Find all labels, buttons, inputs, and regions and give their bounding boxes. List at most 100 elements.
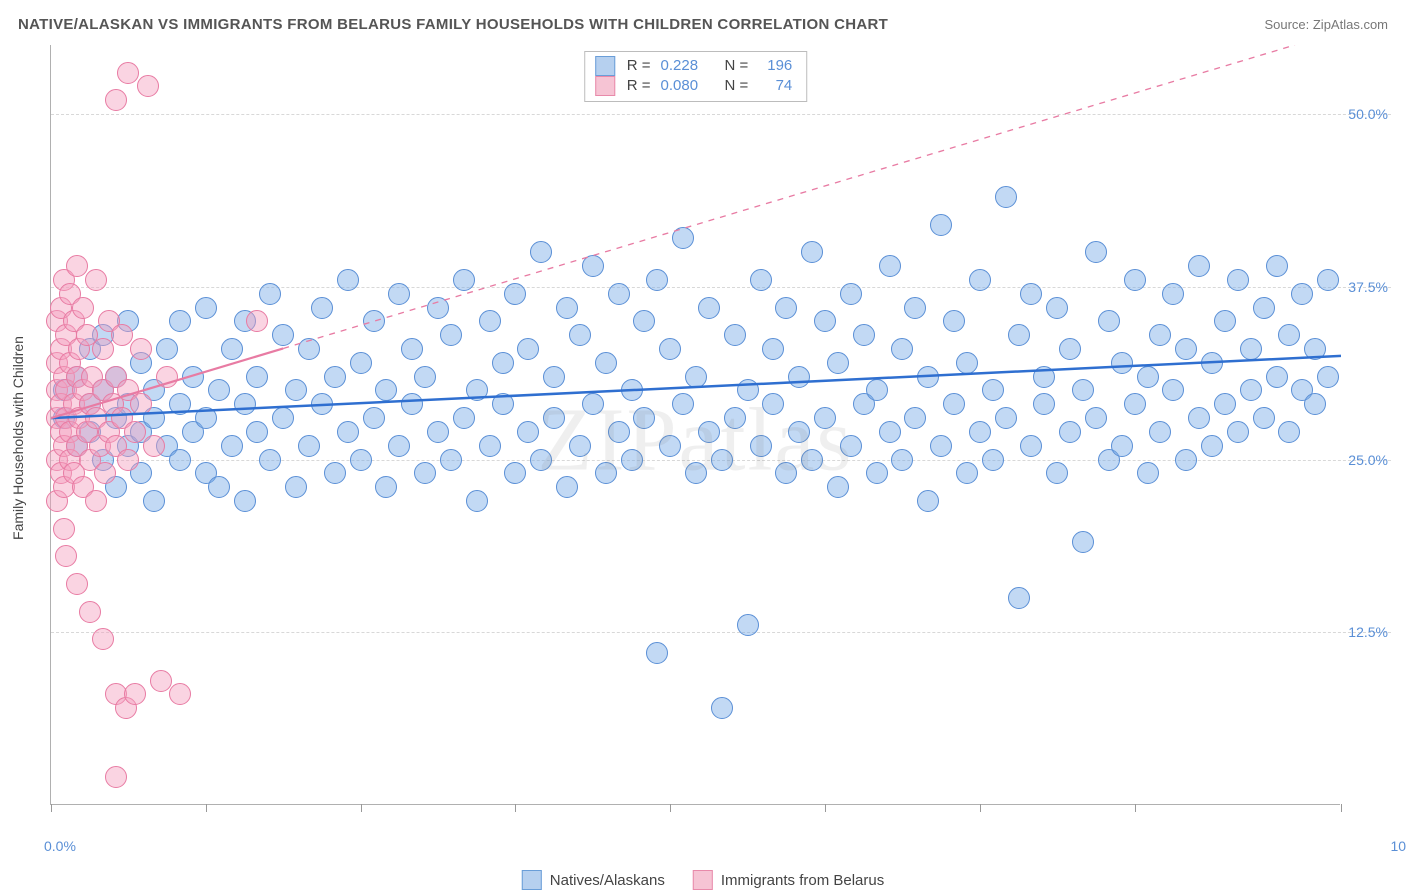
scatter-marker — [195, 297, 217, 319]
scatter-marker — [904, 407, 926, 429]
scatter-marker — [1304, 338, 1326, 360]
x-tick — [206, 804, 207, 812]
scatter-marker — [775, 462, 797, 484]
scatter-marker — [930, 214, 952, 236]
scatter-marker — [1059, 338, 1081, 360]
scatter-marker — [711, 697, 733, 719]
scatter-marker — [66, 255, 88, 277]
scatter-marker — [530, 449, 552, 471]
scatter-marker — [72, 297, 94, 319]
scatter-marker — [137, 75, 159, 97]
scatter-marker — [827, 476, 849, 498]
scatter-marker — [646, 642, 668, 664]
scatter-marker — [556, 476, 578, 498]
x-tick — [361, 804, 362, 812]
scatter-marker — [221, 338, 243, 360]
scatter-marker — [1162, 283, 1184, 305]
scatter-marker — [1188, 255, 1210, 277]
x-tick — [1135, 804, 1136, 812]
scatter-marker — [414, 366, 436, 388]
scatter-marker — [1188, 407, 1210, 429]
scatter-marker — [105, 766, 127, 788]
scatter-marker — [1201, 352, 1223, 374]
scatter-marker — [1085, 407, 1107, 429]
scatter-marker — [569, 435, 591, 457]
scatter-marker — [595, 352, 617, 374]
scatter-marker — [92, 338, 114, 360]
scatter-marker — [608, 283, 630, 305]
scatter-marker — [530, 241, 552, 263]
scatter-marker — [143, 435, 165, 457]
scatter-marker — [982, 449, 1004, 471]
scatter-marker — [866, 462, 888, 484]
scatter-marker — [375, 379, 397, 401]
scatter-marker — [788, 421, 810, 443]
scatter-marker — [659, 435, 681, 457]
scatter-marker — [1240, 338, 1262, 360]
scatter-marker — [672, 393, 694, 415]
scatter-marker — [311, 297, 333, 319]
scatter-marker — [1253, 297, 1275, 319]
scatter-marker — [1317, 269, 1339, 291]
scatter-marker — [1020, 435, 1042, 457]
x-tick — [51, 804, 52, 812]
scatter-marker — [111, 324, 133, 346]
scatter-marker — [762, 338, 784, 360]
scatter-marker — [363, 407, 385, 429]
scatter-marker — [195, 407, 217, 429]
scatter-marker — [672, 227, 694, 249]
scatter-marker — [1033, 393, 1055, 415]
scatter-marker — [259, 283, 281, 305]
scatter-marker — [234, 490, 256, 512]
stat-n-value: 74 — [758, 76, 792, 96]
scatter-marker — [466, 379, 488, 401]
x-tick — [825, 804, 826, 812]
scatter-marker — [827, 352, 849, 374]
x-tick — [1341, 804, 1342, 812]
scatter-marker — [1304, 393, 1326, 415]
scatter-marker — [246, 310, 268, 332]
scatter-marker — [311, 393, 333, 415]
scatter-marker — [1020, 283, 1042, 305]
scatter-marker — [1098, 310, 1120, 332]
scatter-marker — [401, 393, 423, 415]
scatter-marker — [427, 297, 449, 319]
scatter-marker — [324, 366, 346, 388]
scatter-marker — [1137, 366, 1159, 388]
scatter-marker — [1227, 269, 1249, 291]
scatter-marker — [1124, 393, 1146, 415]
scatter-marker — [1111, 352, 1133, 374]
legend-item: Immigrants from Belarus — [693, 870, 884, 890]
scatter-marker — [440, 324, 462, 346]
scatter-marker — [1266, 366, 1288, 388]
scatter-marker — [414, 462, 436, 484]
scatter-marker — [375, 476, 397, 498]
scatter-marker — [117, 62, 139, 84]
scatter-marker — [350, 449, 372, 471]
scatter-marker — [479, 310, 501, 332]
y-tick-label: 25.0% — [1348, 452, 1388, 468]
scatter-marker — [1278, 324, 1300, 346]
scatter-marker — [1266, 255, 1288, 277]
scatter-marker — [724, 324, 746, 346]
scatter-marker — [85, 490, 107, 512]
scatter-marker — [156, 338, 178, 360]
scatter-marker — [94, 462, 116, 484]
scatter-marker — [285, 476, 307, 498]
scatter-marker — [272, 407, 294, 429]
scatter-marker — [156, 366, 178, 388]
stat-n-label: N = — [725, 76, 749, 96]
x-axis-min-label: 0.0% — [44, 838, 76, 854]
scatter-marker — [969, 269, 991, 291]
scatter-marker — [124, 683, 146, 705]
scatter-marker — [337, 269, 359, 291]
scatter-marker — [246, 366, 268, 388]
scatter-marker — [221, 435, 243, 457]
legend-swatch — [595, 56, 615, 76]
legend-label: Natives/Alaskans — [550, 872, 665, 889]
scatter-marker — [388, 283, 410, 305]
scatter-marker — [659, 338, 681, 360]
x-tick — [670, 804, 671, 812]
scatter-marker — [453, 407, 475, 429]
scatter-marker — [685, 366, 707, 388]
